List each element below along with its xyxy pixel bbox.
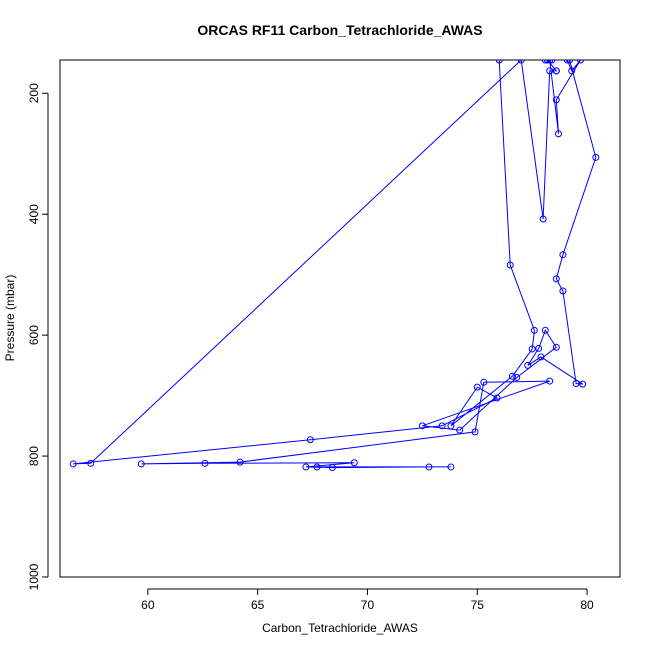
data-point xyxy=(236,458,244,466)
y-tick-label: 600 xyxy=(27,325,41,345)
y-axis: 200 400 600 800 1000 xyxy=(27,83,49,590)
data-point xyxy=(517,60,525,64)
chart-title: ORCAS RF11 Carbon_Tetrachloride_AWAS xyxy=(197,22,482,38)
y-tick-label: 200 xyxy=(27,83,41,103)
data-point xyxy=(559,287,567,295)
data-point xyxy=(576,60,584,64)
data-point xyxy=(544,60,552,64)
data-point xyxy=(546,377,554,385)
data-point xyxy=(552,96,560,104)
data-point xyxy=(425,463,433,471)
data-point xyxy=(418,422,426,430)
y-tick-label: 1000 xyxy=(27,563,41,590)
x-tick-label: 65 xyxy=(251,598,265,612)
data-point xyxy=(572,380,580,388)
y-tick-label: 800 xyxy=(27,446,41,466)
data-point xyxy=(69,460,77,468)
data-point xyxy=(201,459,209,467)
data-point xyxy=(350,459,358,467)
data-point xyxy=(447,422,455,430)
data-point xyxy=(546,67,554,75)
data-point xyxy=(559,251,567,259)
data-point xyxy=(513,373,521,381)
data-point xyxy=(506,261,514,269)
data-point xyxy=(535,344,543,352)
data-point xyxy=(495,60,503,64)
data-point xyxy=(528,345,536,353)
x-axis-label: Carbon_Tetrachloride_AWAS xyxy=(262,621,418,635)
data-point xyxy=(438,422,446,430)
x-tick-label: 70 xyxy=(361,598,375,612)
y-axis-label: Pressure (mbar) xyxy=(3,275,17,362)
data-point xyxy=(546,60,554,64)
x-tick-label: 80 xyxy=(580,598,594,612)
data-point xyxy=(313,463,321,471)
data-point xyxy=(592,153,600,161)
data-point xyxy=(524,361,532,369)
data-point xyxy=(537,353,545,361)
data-point xyxy=(302,463,310,471)
data-point xyxy=(568,67,576,75)
data-point xyxy=(87,459,95,467)
data-point xyxy=(565,60,573,64)
data-point xyxy=(539,215,547,223)
data-point xyxy=(552,275,560,283)
data-point xyxy=(456,426,464,434)
x-axis: 60 65 70 75 80 xyxy=(141,588,594,612)
data-point xyxy=(548,60,556,64)
data-point xyxy=(508,372,516,380)
data-point xyxy=(328,464,336,472)
data-point xyxy=(552,67,560,75)
data-point xyxy=(541,60,549,64)
data-point xyxy=(447,463,455,471)
y-tick-label: 400 xyxy=(27,204,41,224)
data-point xyxy=(552,343,560,351)
series-layer xyxy=(69,60,600,472)
data-point xyxy=(493,394,501,402)
data-point xyxy=(471,428,479,436)
data-point xyxy=(480,378,488,386)
x-tick-label: 75 xyxy=(471,598,485,612)
plot-frame xyxy=(59,59,621,578)
data-point xyxy=(563,60,571,64)
data-point xyxy=(555,130,563,138)
data-point xyxy=(473,383,481,391)
x-tick-label: 60 xyxy=(141,598,155,612)
data-point xyxy=(579,380,587,388)
data-point xyxy=(137,460,145,468)
data-point xyxy=(306,436,314,444)
series-line xyxy=(73,60,597,469)
data-point xyxy=(541,326,549,334)
data-point xyxy=(530,326,538,334)
